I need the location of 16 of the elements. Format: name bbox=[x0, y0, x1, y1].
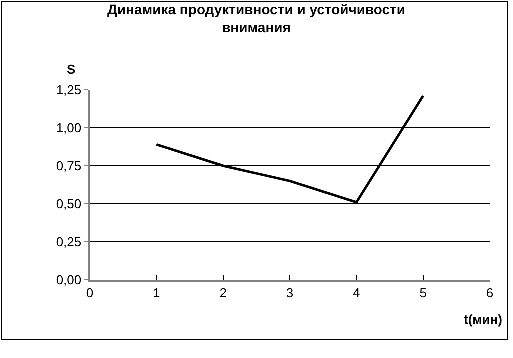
x-tick-label: 3 bbox=[286, 285, 294, 300]
y-tick-label: 0,25 bbox=[56, 234, 82, 250]
y-tick-label: 0,75 bbox=[56, 158, 82, 174]
x-axis-title: t(мин) bbox=[464, 312, 502, 327]
y-tick-label: 1,25 bbox=[56, 82, 82, 98]
y-axis-title: S bbox=[67, 62, 76, 77]
x-tick-label: 4 bbox=[353, 285, 360, 300]
x-tick-label: 6 bbox=[486, 285, 494, 300]
chart-title: Динамика продуктивности и устойчивости внимания bbox=[107, 1, 406, 36]
y-tick-label: 0,50 bbox=[56, 196, 82, 212]
x-tick-label: 5 bbox=[420, 285, 427, 300]
x-tick-label: 1 bbox=[153, 285, 160, 300]
y-tick-label: 0,00 bbox=[56, 272, 82, 288]
y-tick-label: 1,00 bbox=[56, 120, 82, 136]
x-tick-label: 0 bbox=[86, 285, 94, 300]
x-tick-label: 2 bbox=[220, 285, 227, 300]
